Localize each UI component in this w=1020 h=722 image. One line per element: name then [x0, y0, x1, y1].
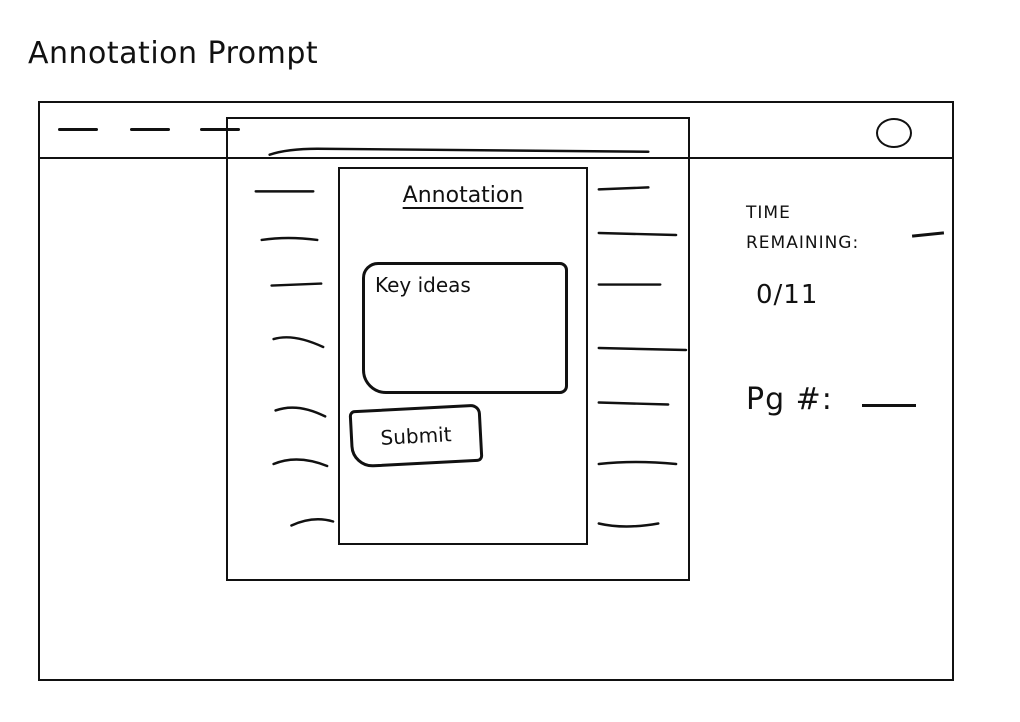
text-line: [272, 458, 329, 468]
page-number-label: Pg #:: [746, 382, 833, 417]
text-line: [260, 236, 319, 242]
page-number-value: [862, 404, 916, 407]
submit-button[interactable]: Submit: [348, 403, 484, 469]
text-line: [597, 346, 688, 352]
document-text-lines: [254, 147, 688, 528]
time-remaining-label: TIME REMAINING:: [746, 203, 860, 253]
text-line: [597, 186, 650, 191]
circle-button-icon[interactable]: [876, 118, 912, 148]
menu-dash-2[interactable]: [130, 128, 170, 131]
app-window: [38, 101, 954, 681]
text-line: [268, 147, 650, 156]
document-page: [226, 117, 690, 581]
annotation-panel: Annotation Submit: [338, 167, 588, 545]
menu-dash-1[interactable]: [58, 128, 98, 131]
progress-counter: 0/11: [756, 280, 819, 310]
text-line: [270, 282, 323, 287]
text-line: [597, 401, 670, 406]
key-ideas-input[interactable]: [362, 262, 568, 394]
title-bar: [40, 103, 952, 159]
text-line: [597, 231, 678, 237]
menu-dash-3[interactable]: [200, 128, 240, 131]
text-line: [597, 460, 678, 466]
text-line: [274, 406, 327, 418]
page-title: Annotation Prompt: [28, 36, 319, 71]
text-line: [272, 336, 325, 349]
text-line: [290, 518, 335, 527]
annotation-heading: Annotation: [402, 183, 524, 208]
text-line: [597, 522, 660, 528]
